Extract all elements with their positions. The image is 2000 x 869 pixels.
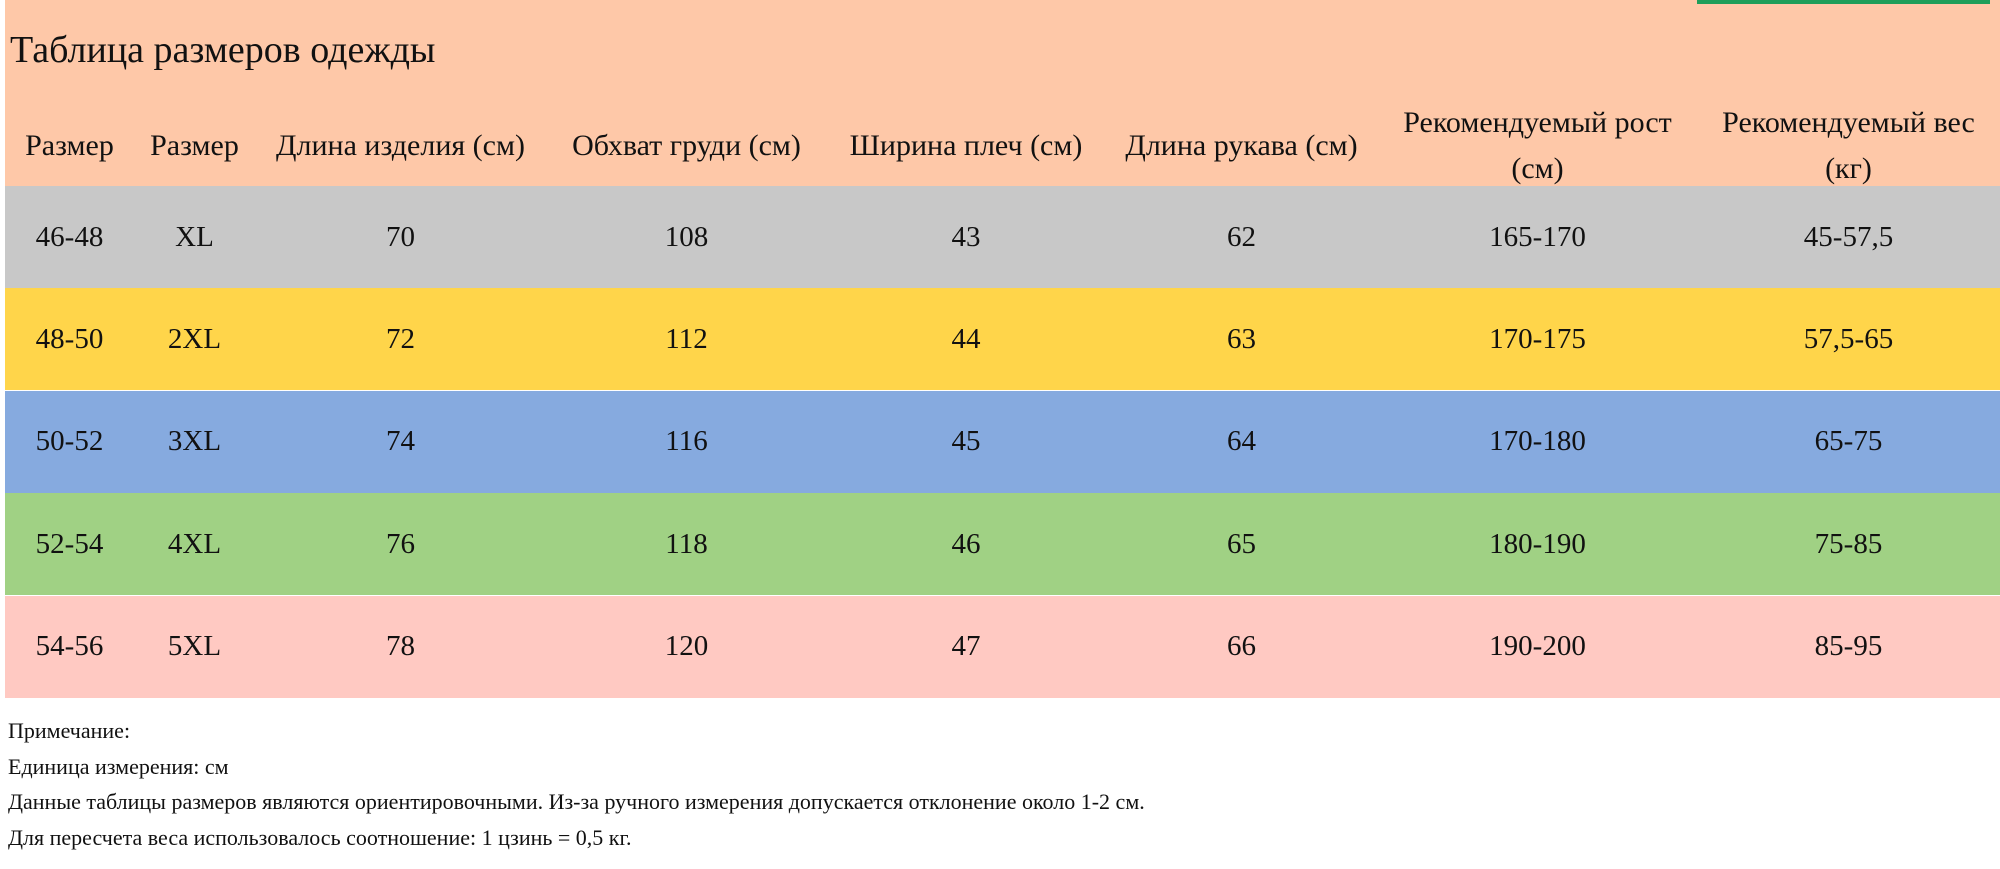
- table-cell: 5XL: [167, 630, 222, 663]
- table-cell: 108: [664, 220, 709, 253]
- table-cell: 85-95: [1814, 630, 1883, 663]
- table-cell: 63: [1227, 322, 1256, 355]
- column-header: Рекомендуемый рост (см): [1403, 105, 1672, 185]
- table-cell: 112: [665, 322, 708, 355]
- table-cell: 43: [951, 220, 981, 253]
- table-cell: 52-54: [35, 527, 104, 560]
- note-line: Данные таблицы размеров являются ориенти…: [8, 789, 1145, 815]
- table-cell: 76: [386, 527, 415, 560]
- table-row: 48-50 2XL 72 112 44 63 170-175 57,5-65: [5, 288, 2000, 391]
- table-cell: 70: [386, 220, 415, 253]
- table-cell: 116: [665, 425, 708, 458]
- title: Таблица размеров одежды: [10, 29, 436, 71]
- table-cell: 65-75: [1814, 425, 1883, 458]
- column-header: Длина изделия (см): [276, 128, 525, 162]
- column-header: Размер: [150, 128, 239, 162]
- table-cell: 66: [1227, 630, 1256, 663]
- table-cell: 78: [386, 630, 415, 663]
- table-cell: 65: [1227, 527, 1256, 560]
- table-cell: 180-190: [1489, 527, 1586, 560]
- table-cell: 57,5-65: [1803, 322, 1894, 355]
- note-line: Примечание:: [8, 718, 131, 743]
- table-cell: 170-175: [1489, 322, 1586, 355]
- column-header: Ширина плеч (см): [849, 128, 1083, 162]
- selection-bar: [1697, 0, 1990, 4]
- table-cell: 3XL: [167, 425, 222, 458]
- table-cell: 62: [1227, 220, 1256, 253]
- table-row: 54-56 5XL 78 120 47 66 190-200 85-95: [5, 595, 2000, 698]
- table-cell: 46: [951, 527, 981, 560]
- table-cell: 2XL: [167, 322, 222, 355]
- table-row: 50-52 3XL 74 116 45 64 170-180 65-75: [5, 390, 2000, 493]
- header-band: [5, 0, 2000, 186]
- column-header: Длина рукава (см): [1125, 128, 1358, 162]
- table-cell: 45-57,5: [1803, 220, 1894, 253]
- table-cell: XL: [175, 220, 214, 253]
- table-cell: 170-180: [1489, 425, 1586, 458]
- table-cell: 120: [664, 630, 709, 663]
- note-line: Единица измерения: см: [8, 753, 229, 779]
- column-header: Обхват груди (см): [572, 128, 801, 162]
- table-cell: 75-85: [1814, 527, 1883, 560]
- table-cell: 72: [386, 322, 415, 355]
- table-cell: 54-56: [35, 630, 104, 663]
- table-cell: 4XL: [167, 527, 222, 560]
- note-line: Для пересчета веса использовалось соотно…: [8, 825, 632, 851]
- table-cell: 118: [665, 527, 708, 560]
- table-cell: 48-50: [35, 322, 104, 355]
- table-cell: 64: [1227, 425, 1256, 458]
- column-header: Рекомендуемый вес (кг): [1722, 105, 1975, 185]
- table-cell: 165-170: [1489, 220, 1586, 253]
- table-cell: 45: [951, 425, 981, 458]
- table-row: 46-48 XL 70 108 43 62 165-170 45-57,5: [5, 186, 2000, 288]
- column-header: Размер: [25, 128, 114, 162]
- table-cell: 50-52: [35, 425, 104, 458]
- table-row: 52-54 4XL 76 118 46 65 180-190 75-85: [5, 493, 2000, 596]
- table-cell: 190-200: [1489, 630, 1586, 663]
- table-cell: 47: [951, 630, 981, 663]
- table-cell: 74: [386, 425, 415, 458]
- table-cell: 46-48: [35, 220, 104, 253]
- table-cell: 44: [951, 322, 981, 355]
